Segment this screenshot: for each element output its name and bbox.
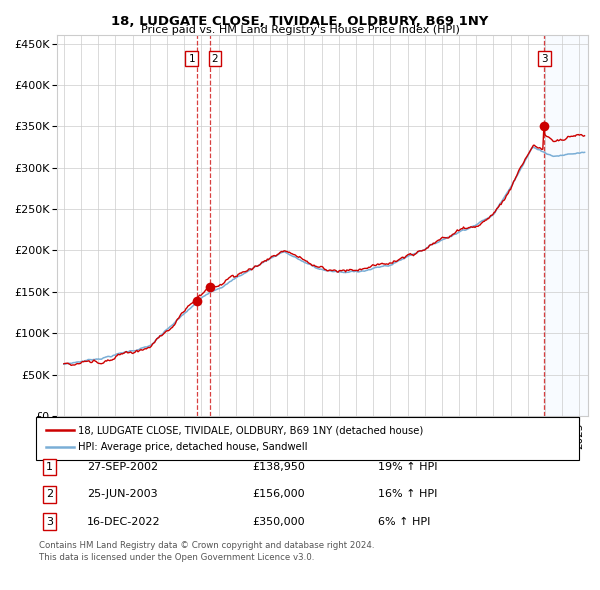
Text: 18, LUDGATE CLOSE, TIVIDALE, OLDBURY, B69 1NY (detached house): 18, LUDGATE CLOSE, TIVIDALE, OLDBURY, B6… [78, 425, 423, 435]
Text: HPI: Average price, detached house, Sandwell: HPI: Average price, detached house, Sand… [78, 442, 308, 452]
Text: Contains HM Land Registry data © Crown copyright and database right 2024.: Contains HM Land Registry data © Crown c… [39, 541, 374, 550]
Text: 19% ↑ HPI: 19% ↑ HPI [378, 463, 437, 472]
Text: £350,000: £350,000 [252, 517, 305, 526]
Text: This data is licensed under the Open Government Licence v3.0.: This data is licensed under the Open Gov… [39, 553, 314, 562]
Text: 25-JUN-2003: 25-JUN-2003 [87, 490, 158, 499]
Text: 1: 1 [46, 463, 53, 472]
Text: 3: 3 [46, 517, 53, 526]
Text: 6% ↑ HPI: 6% ↑ HPI [378, 517, 430, 526]
Text: Price paid vs. HM Land Registry's House Price Index (HPI): Price paid vs. HM Land Registry's House … [140, 25, 460, 35]
Text: 16% ↑ HPI: 16% ↑ HPI [378, 490, 437, 499]
Text: 2: 2 [211, 54, 218, 64]
Text: 2: 2 [46, 490, 53, 499]
Text: 16-DEC-2022: 16-DEC-2022 [87, 517, 161, 526]
Text: 3: 3 [541, 54, 548, 64]
Bar [544, 35, 588, 416]
Text: £156,000: £156,000 [252, 490, 305, 499]
Text: £138,950: £138,950 [252, 463, 305, 472]
Text: 27-SEP-2002: 27-SEP-2002 [87, 463, 158, 472]
Text: 18, LUDGATE CLOSE, TIVIDALE, OLDBURY, B69 1NY: 18, LUDGATE CLOSE, TIVIDALE, OLDBURY, B6… [112, 15, 488, 28]
Text: 1: 1 [188, 54, 195, 64]
